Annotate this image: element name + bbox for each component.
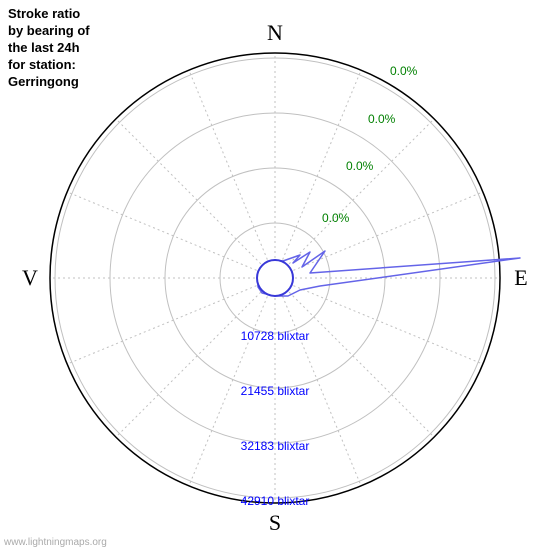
grid-radial	[275, 278, 434, 437]
grid-radial	[116, 278, 275, 437]
count-label: 10728 blixtar	[241, 329, 310, 343]
cardinal-V: V	[22, 265, 38, 290]
pct-label: 0.0%	[368, 112, 396, 126]
cardinal-E: E	[514, 265, 527, 290]
cardinal-N: N	[267, 20, 283, 45]
count-label: 32183 blixtar	[241, 439, 310, 453]
pct-label: 0.0%	[390, 64, 418, 78]
grid-radial	[275, 192, 483, 278]
count-label: 21455 blixtar	[241, 384, 310, 398]
grid-radial	[275, 278, 361, 486]
grid-radial	[67, 192, 275, 278]
grid-radial	[275, 70, 361, 278]
grid-radial	[275, 278, 483, 364]
cardinal-S: S	[269, 510, 281, 535]
attribution-text: www.lightningmaps.org	[4, 537, 107, 548]
pct-label: 0.0%	[346, 159, 374, 173]
center-circle	[257, 260, 293, 296]
pct-label: 0.0%	[322, 211, 350, 225]
count-label: 42910 blixtar	[241, 494, 310, 508]
grid-radial	[67, 278, 275, 364]
grid-radial	[189, 278, 275, 486]
polar-chart: N E S V 0.0% 0.0% 0.0% 0.0% 10728 blixtar 21455 b…	[0, 0, 550, 550]
rose-polygon	[258, 251, 520, 296]
grid-radial	[189, 70, 275, 278]
grid-radial	[116, 119, 275, 278]
grid-radial	[275, 119, 434, 278]
